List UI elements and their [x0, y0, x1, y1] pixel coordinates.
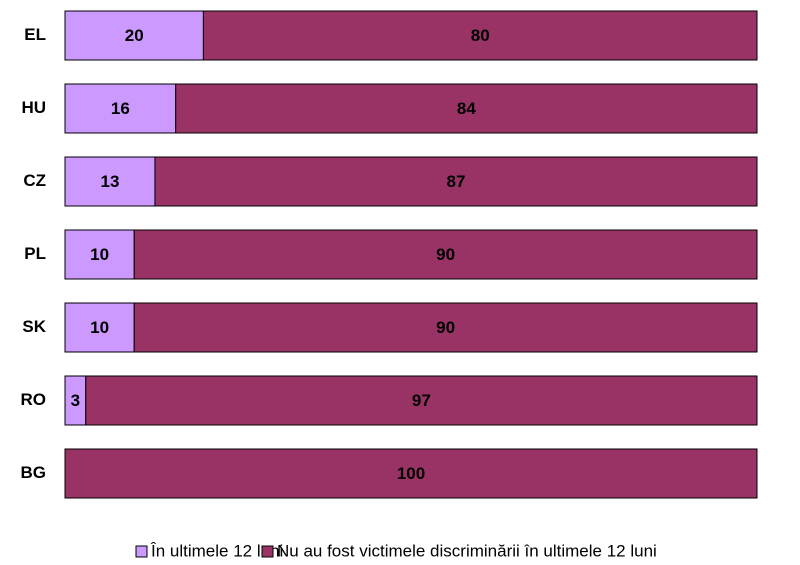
- legend-swatch: [135, 545, 148, 558]
- category-label: SK: [22, 317, 46, 336]
- legend-swatch: [261, 545, 274, 558]
- bar-segment: [85, 375, 758, 426]
- legend-label: În ultimele 12 luni: [150, 541, 283, 560]
- data-label: 3: [71, 391, 80, 410]
- bar-segment: [64, 10, 204, 61]
- data-label: 84: [457, 99, 476, 118]
- data-label: 10: [90, 318, 109, 337]
- category-label: RO: [21, 390, 47, 409]
- bar-segment: [133, 229, 758, 280]
- bar-segment: [64, 156, 156, 207]
- data-label: 90: [436, 245, 455, 264]
- bar-segment: [202, 10, 758, 61]
- bar-segment: [64, 448, 758, 499]
- category-label: BG: [21, 463, 47, 482]
- data-label: 97: [412, 391, 431, 410]
- category-label: PL: [24, 244, 46, 263]
- data-label: 20: [125, 26, 144, 45]
- category-label: HU: [21, 98, 46, 117]
- bar-segment: [64, 302, 135, 353]
- bar-segment: [133, 302, 758, 353]
- legend-label: Nu au fost victimele discriminării în ul…: [277, 541, 657, 560]
- bar-segment: [154, 156, 758, 207]
- data-label: 10: [90, 245, 109, 264]
- data-label: 13: [101, 172, 120, 191]
- data-label: 100: [397, 464, 425, 483]
- category-label: EL: [24, 25, 46, 44]
- category-label: CZ: [23, 171, 46, 190]
- data-label: 80: [471, 26, 490, 45]
- data-label: 87: [447, 172, 466, 191]
- bar-segment: [64, 229, 135, 280]
- bar-segment: [64, 83, 177, 134]
- data-label: 90: [436, 318, 455, 337]
- data-label: 16: [111, 99, 130, 118]
- bar-segment: [175, 83, 758, 134]
